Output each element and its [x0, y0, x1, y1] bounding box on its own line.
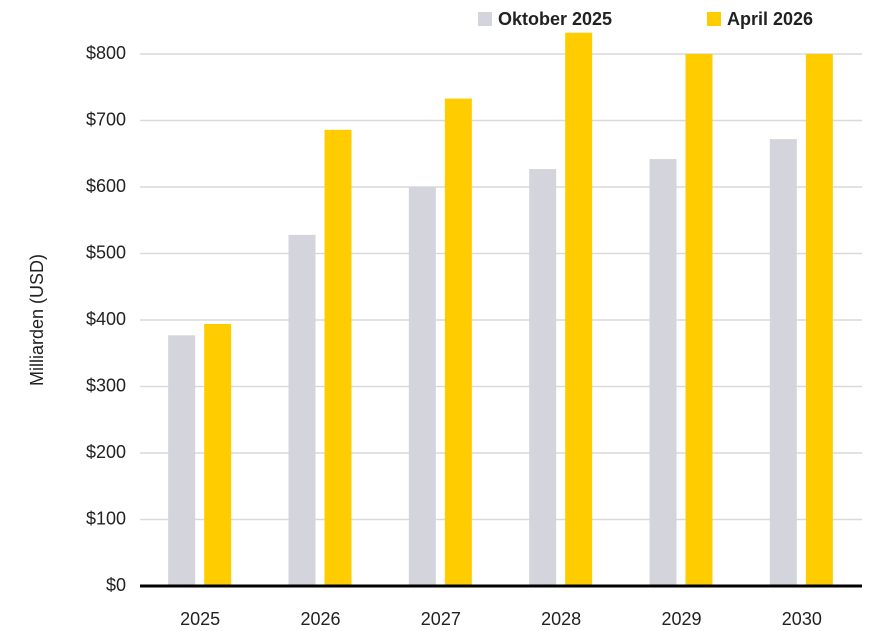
x-tick-label: 2025: [180, 609, 220, 629]
bar: [565, 32, 593, 587]
y-tick-label: $100: [86, 508, 126, 528]
bar: [529, 169, 557, 587]
y-tick-label: $0: [106, 575, 126, 595]
x-tick-label: 2030: [782, 609, 822, 629]
x-tick-label: 2027: [421, 609, 461, 629]
legend-text: April 2026: [727, 9, 813, 29]
legend-text: Oktober 2025: [498, 9, 612, 29]
legend-swatch: [478, 12, 492, 26]
x-tick-label: 2026: [300, 609, 340, 629]
y-tick-label: $300: [86, 375, 126, 395]
bar: [649, 159, 677, 586]
bar: [769, 139, 797, 586]
bar: [408, 187, 436, 586]
bar: [204, 323, 232, 586]
x-tick-label: 2029: [661, 609, 701, 629]
y-tick-label: $700: [86, 109, 126, 129]
y-tick-label: $400: [86, 309, 126, 329]
legend-swatch: [707, 12, 721, 26]
bar: [324, 129, 352, 586]
bar: [444, 98, 472, 587]
y-tick-label: $800: [86, 43, 126, 63]
bar: [685, 54, 713, 586]
y-tick-label: $600: [86, 176, 126, 196]
y-axis-label: Milliarden (USD): [27, 254, 47, 386]
bar: [168, 335, 196, 586]
bar: [288, 234, 316, 586]
x-tick-label: 2028: [541, 609, 581, 629]
bar: [805, 54, 833, 586]
y-tick-label: $200: [86, 442, 126, 462]
y-tick-label: $500: [86, 242, 126, 262]
